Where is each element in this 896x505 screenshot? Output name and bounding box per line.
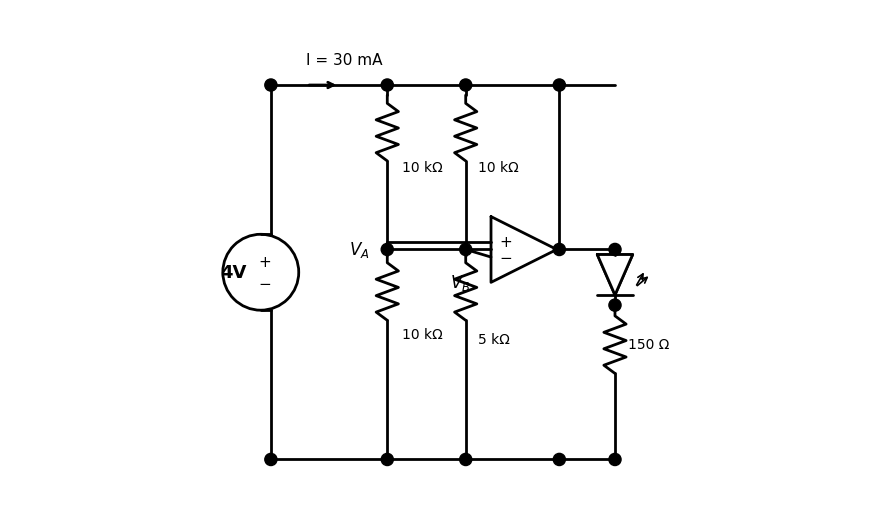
Text: 10 kΩ: 10 kΩ — [402, 328, 444, 341]
Circle shape — [553, 453, 565, 466]
Text: 10 kΩ: 10 kΩ — [402, 161, 444, 175]
Polygon shape — [598, 255, 633, 295]
Text: 5 kΩ: 5 kΩ — [478, 333, 510, 346]
Circle shape — [553, 80, 565, 92]
Text: $V_A$: $V_A$ — [349, 240, 370, 260]
Circle shape — [609, 299, 621, 312]
Text: $V_B$: $V_B$ — [451, 273, 471, 293]
Circle shape — [265, 80, 277, 92]
Text: I = 30 mA: I = 30 mA — [306, 53, 383, 68]
Text: 10 kΩ: 10 kΩ — [478, 161, 519, 175]
Circle shape — [460, 80, 472, 92]
Text: +: + — [258, 254, 271, 269]
Text: 150 Ω: 150 Ω — [627, 338, 669, 351]
Circle shape — [265, 453, 277, 466]
Circle shape — [609, 453, 621, 466]
Circle shape — [381, 244, 393, 256]
Circle shape — [460, 453, 472, 466]
Circle shape — [460, 244, 472, 256]
Circle shape — [609, 244, 621, 256]
Text: −: − — [500, 250, 513, 265]
Circle shape — [381, 80, 393, 92]
Text: +: + — [500, 235, 513, 250]
Circle shape — [381, 453, 393, 466]
Circle shape — [553, 244, 565, 256]
Text: −: − — [258, 276, 271, 291]
Text: 4V: 4V — [220, 264, 246, 282]
